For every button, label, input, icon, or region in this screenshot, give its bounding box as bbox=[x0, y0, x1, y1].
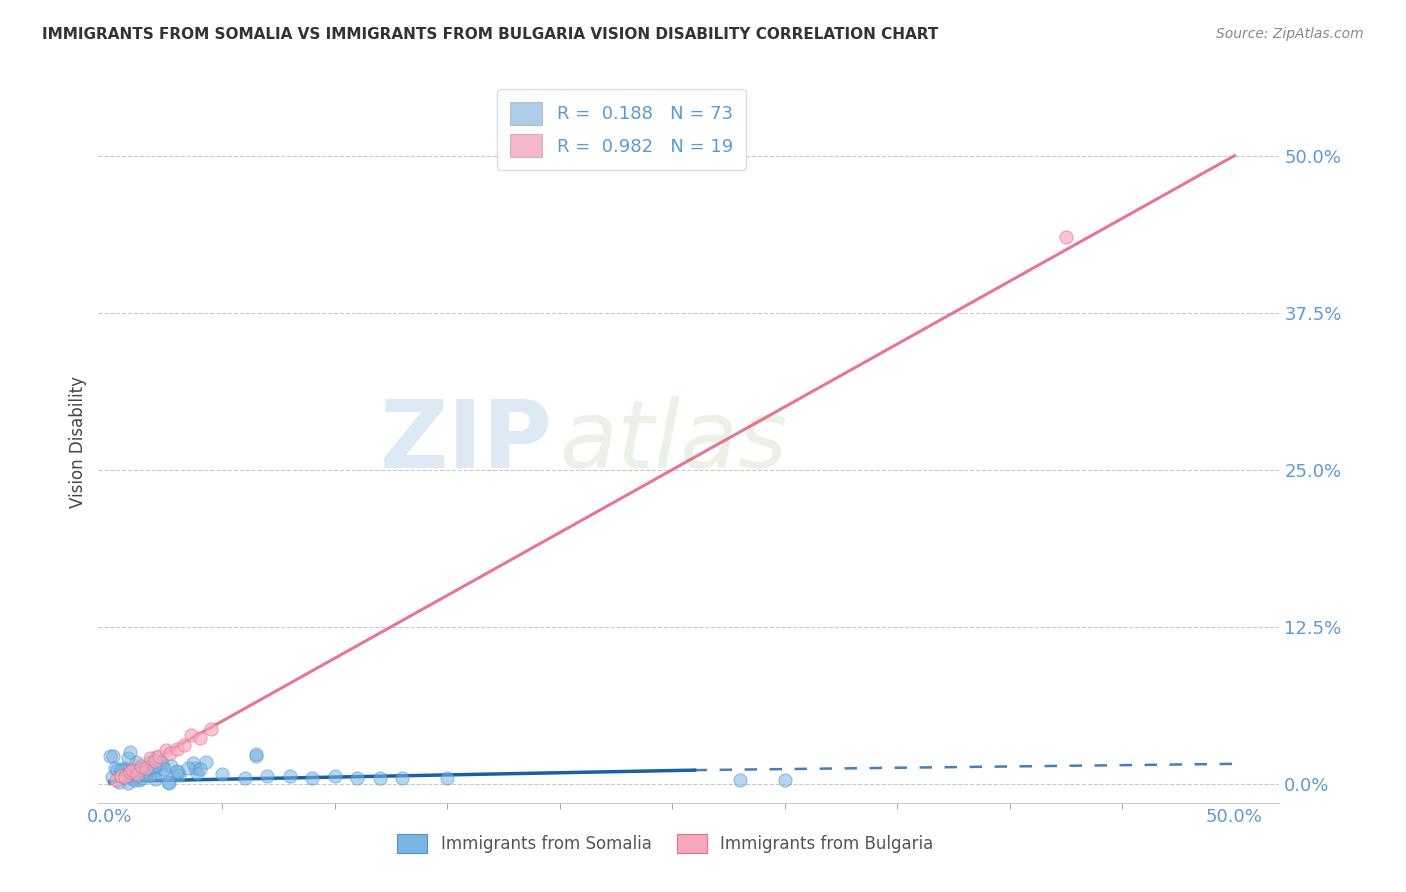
Point bbox=[186, 766, 208, 780]
Point bbox=[157, 774, 180, 789]
Point bbox=[110, 763, 132, 777]
Point bbox=[155, 767, 177, 781]
Point bbox=[143, 760, 166, 774]
Point bbox=[278, 769, 301, 783]
Point bbox=[143, 772, 166, 787]
Point bbox=[181, 756, 204, 771]
Point bbox=[105, 772, 128, 787]
Point bbox=[122, 772, 145, 787]
Point bbox=[323, 769, 346, 783]
Point bbox=[150, 756, 173, 771]
Point bbox=[149, 755, 172, 769]
Point bbox=[125, 764, 148, 778]
Point bbox=[188, 731, 211, 745]
Point bbox=[139, 755, 162, 769]
Point bbox=[105, 764, 128, 778]
Point bbox=[112, 769, 135, 783]
Point bbox=[117, 750, 139, 764]
Point bbox=[135, 761, 157, 775]
Point bbox=[128, 762, 150, 776]
Point bbox=[110, 769, 132, 783]
Point bbox=[301, 771, 323, 785]
Point bbox=[114, 761, 136, 775]
Point bbox=[108, 775, 131, 789]
Point bbox=[143, 764, 166, 779]
Point bbox=[129, 759, 152, 773]
Point bbox=[173, 738, 195, 752]
Point bbox=[136, 766, 159, 780]
Point bbox=[167, 768, 190, 782]
Point bbox=[773, 773, 796, 788]
Text: atlas: atlas bbox=[560, 396, 787, 487]
Point bbox=[114, 766, 136, 780]
Point bbox=[125, 767, 148, 781]
Point bbox=[112, 764, 135, 778]
Point bbox=[101, 748, 124, 763]
Point bbox=[114, 770, 136, 784]
Point bbox=[112, 763, 135, 777]
Point bbox=[139, 751, 162, 765]
Point bbox=[135, 767, 157, 781]
Point bbox=[98, 748, 121, 763]
Point bbox=[112, 770, 135, 784]
Point bbox=[368, 771, 391, 785]
Point bbox=[157, 775, 180, 789]
Point bbox=[100, 770, 122, 784]
Point bbox=[110, 767, 132, 781]
Point bbox=[200, 722, 222, 736]
Point bbox=[211, 767, 233, 781]
Point bbox=[245, 749, 267, 764]
Point bbox=[141, 754, 163, 768]
Point bbox=[124, 766, 146, 780]
Point bbox=[728, 773, 751, 788]
Point bbox=[167, 765, 190, 780]
Point bbox=[166, 742, 188, 756]
Point bbox=[346, 771, 368, 785]
Point bbox=[145, 749, 167, 764]
Point bbox=[194, 755, 217, 769]
Point bbox=[138, 761, 160, 775]
Point bbox=[104, 761, 127, 775]
Point bbox=[117, 776, 139, 790]
Point bbox=[166, 764, 188, 779]
Point bbox=[120, 746, 142, 760]
Point bbox=[128, 772, 150, 787]
Point bbox=[436, 771, 458, 785]
Point bbox=[122, 771, 145, 785]
Point bbox=[153, 762, 176, 776]
Point bbox=[143, 754, 166, 768]
Point bbox=[114, 770, 136, 784]
Point bbox=[148, 749, 170, 764]
Point bbox=[1054, 230, 1077, 244]
Point bbox=[391, 771, 413, 785]
Legend: Immigrants from Somalia, Immigrants from Bulgaria: Immigrants from Somalia, Immigrants from… bbox=[391, 827, 939, 860]
Point bbox=[180, 728, 202, 742]
Point bbox=[143, 758, 166, 772]
Point bbox=[256, 769, 278, 783]
Point bbox=[118, 764, 141, 779]
Text: Source: ZipAtlas.com: Source: ZipAtlas.com bbox=[1216, 27, 1364, 41]
Point bbox=[245, 747, 267, 761]
Text: ZIP: ZIP bbox=[380, 395, 553, 488]
Point bbox=[177, 761, 200, 775]
Point bbox=[139, 768, 162, 782]
Point bbox=[159, 746, 181, 760]
Point bbox=[188, 762, 211, 776]
Point bbox=[129, 761, 152, 775]
Point bbox=[160, 759, 183, 773]
Point bbox=[155, 743, 177, 757]
Point bbox=[233, 771, 256, 785]
Point bbox=[121, 764, 143, 778]
Text: IMMIGRANTS FROM SOMALIA VS IMMIGRANTS FROM BULGARIA VISION DISABILITY CORRELATIO: IMMIGRANTS FROM SOMALIA VS IMMIGRANTS FR… bbox=[42, 27, 939, 42]
Y-axis label: Vision Disability: Vision Disability bbox=[69, 376, 87, 508]
Point bbox=[117, 769, 139, 783]
Point bbox=[131, 772, 153, 786]
Point bbox=[184, 761, 207, 775]
Point bbox=[122, 764, 145, 779]
Point bbox=[124, 769, 146, 783]
Point bbox=[132, 761, 155, 775]
Point bbox=[124, 755, 146, 769]
Point bbox=[117, 765, 139, 780]
